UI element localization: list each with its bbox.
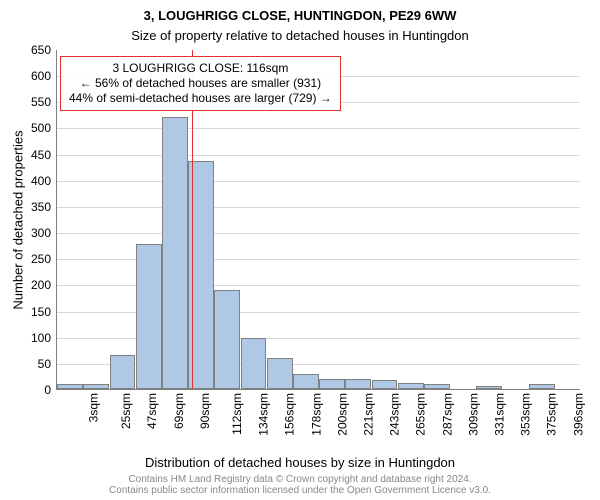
ytick-label: 250 [31,252,57,266]
ytick-label: 200 [31,278,57,292]
figure-root: 3, LOUGHRIGG CLOSE, HUNTINGDON, PE29 6WW… [0,0,600,500]
xtick-label: 265sqm [414,393,428,436]
ytick-label: 450 [31,148,57,162]
ytick-label: 0 [44,383,57,397]
xtick-label: 287sqm [440,393,454,436]
histogram-bar [162,117,188,389]
xtick-label: 200sqm [336,393,350,436]
ytick-label: 300 [31,226,57,240]
histogram-bar [476,386,502,389]
xtick-label: 25sqm [119,393,133,429]
gridline-h [57,155,580,156]
xtick-label: 90sqm [198,393,212,429]
gridline-h [57,233,580,234]
xtick-label: 353sqm [519,393,533,436]
annotation-line: 44% of semi-detached houses are larger (… [69,91,332,106]
ytick-label: 100 [31,331,57,345]
credit-text: Contains HM Land Registry data © Crown c… [0,474,600,496]
histogram-bar [83,384,109,389]
x-axis-label: Distribution of detached houses by size … [0,455,600,470]
xtick-label: 3sqm [86,393,100,422]
xtick-label: 309sqm [467,393,481,436]
gridline-h [57,128,580,129]
histogram-bar [345,379,371,389]
xtick-label: 178sqm [309,393,323,436]
histogram-bar [267,358,293,389]
xtick-label: 112sqm [230,393,244,435]
title-line-2: Size of property relative to detached ho… [0,28,600,43]
histogram-bar [424,384,450,389]
xtick-label: 156sqm [283,393,297,436]
xtick-label: 375sqm [545,393,559,436]
ytick-label: 550 [31,95,57,109]
gridline-h [57,181,580,182]
histogram-bar [529,384,555,389]
xtick-label: 243sqm [388,393,402,436]
gridline-h [57,207,580,208]
histogram-bar [293,374,319,389]
histogram-bar [136,244,162,389]
annotation-box: 3 LOUGHRIGG CLOSE: 116sqm← 56% of detach… [60,56,341,111]
ytick-label: 600 [31,69,57,83]
xtick-label: 47sqm [145,393,159,429]
histogram-bar [214,290,240,389]
credit-line-1: Contains HM Land Registry data © Crown c… [0,474,600,485]
xtick-label: 331sqm [493,393,507,436]
ytick-label: 500 [31,121,57,135]
annotation-line: ← 56% of detached houses are smaller (93… [69,76,332,91]
ytick-label: 650 [31,43,57,57]
histogram-bar [57,384,83,389]
ytick-label: 50 [38,357,57,371]
xtick-label: 396sqm [571,393,585,436]
histogram-bar [398,383,424,389]
xtick-label: 69sqm [172,393,186,429]
y-axis-label: Number of detached properties [11,130,26,309]
xtick-label: 221sqm [362,393,376,436]
ytick-label: 350 [31,200,57,214]
annotation-line: 3 LOUGHRIGG CLOSE: 116sqm [69,61,332,76]
histogram-bar [241,338,267,389]
histogram-bar [372,380,398,389]
ytick-label: 400 [31,174,57,188]
ytick-label: 150 [31,305,57,319]
title-line-1: 3, LOUGHRIGG CLOSE, HUNTINGDON, PE29 6WW [0,8,600,23]
histogram-bar [110,355,136,389]
credit-line-2: Contains public sector information licen… [0,485,600,496]
xtick-label: 134sqm [257,393,271,436]
histogram-bar [319,379,345,389]
